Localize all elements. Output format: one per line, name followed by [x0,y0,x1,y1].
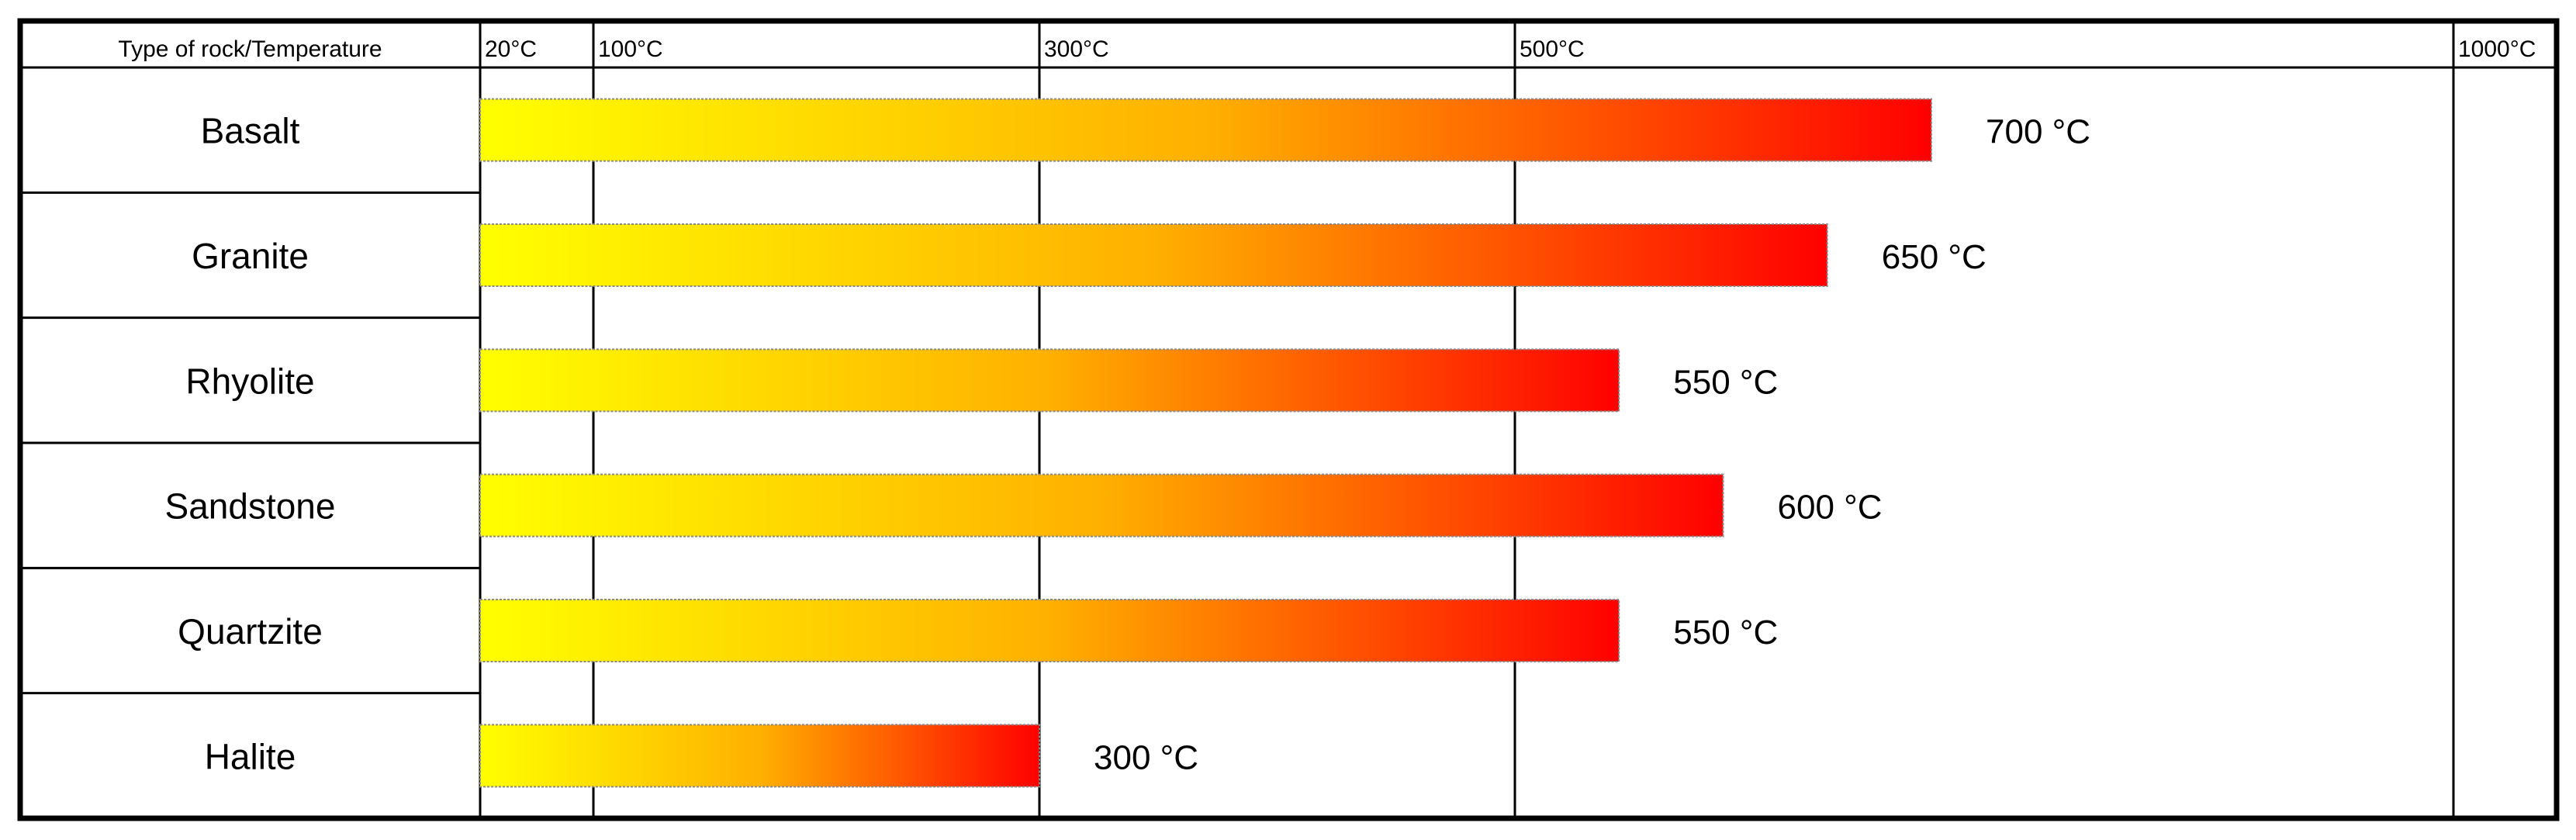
category-label: Rhyolite [185,361,314,401]
column-header-tick-label: 20°C [485,36,537,62]
bar-value-label: 600 °C [1778,489,1883,527]
temperature-bar [479,223,1828,287]
column-header-tick-label: 300°C [1044,36,1109,62]
temperature-bar [479,473,1724,538]
bar-value-label: 700 °C [1986,113,2090,151]
column-header-tick-label: 1000°C [2458,36,2536,62]
category-label: Sandstone [165,486,336,527]
category-label: Halite [205,736,296,776]
bar-value-label: 550 °C [1673,614,1778,652]
bar-value-label: 650 °C [1882,238,1986,276]
bar-value-label: 550 °C [1673,363,1778,401]
temperature-bar [479,98,1932,162]
column-header-tick-label: 100°C [598,36,663,62]
temperature-bar [479,599,1620,662]
temperature-bar [479,724,1040,788]
corner-header-label: Type of rock/Temperature [118,36,382,62]
table-border [17,18,2560,821]
category-label: Quartzite [178,611,323,652]
category-label: Basalt [201,111,300,151]
column-header-tick-label: 500°C [1520,36,1585,62]
bar-value-label: 300 °C [1094,738,1198,776]
temperature-bar [479,348,1620,413]
category-label: Granite [192,236,309,276]
